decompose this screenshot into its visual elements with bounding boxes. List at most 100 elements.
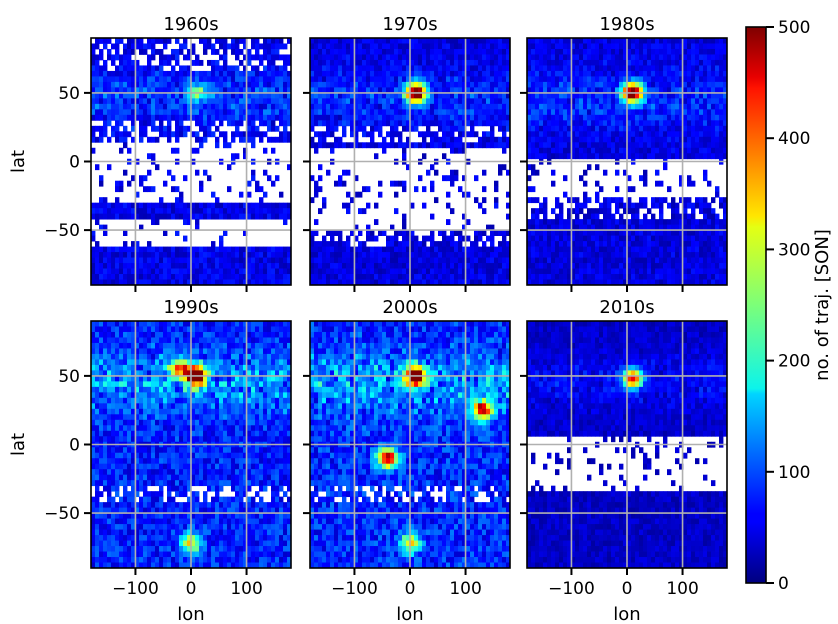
- heatmap-cell: [711, 125, 716, 132]
- heatmap-cell: [498, 263, 503, 269]
- heatmap-cell: [466, 103, 471, 110]
- heatmap-cell: [390, 81, 395, 88]
- heatmap-cell: [579, 263, 584, 269]
- heatmap-cell: [434, 136, 439, 143]
- heatmap-cell: [711, 241, 716, 247]
- heatmap-cell: [631, 246, 636, 253]
- heatmap-cell: [591, 246, 596, 253]
- heatmap-cell: [663, 235, 668, 242]
- heatmap-cell: [663, 274, 668, 280]
- heatmap-cell: [715, 186, 720, 193]
- heatmap-cell: [227, 246, 232, 253]
- heatmap-cell: [402, 142, 407, 149]
- heatmap-cell: [707, 54, 712, 61]
- heatmap-cell: [498, 65, 503, 72]
- heatmap-cell: [543, 246, 548, 253]
- heatmap-cell: [350, 120, 355, 127]
- heatmap-cell: [607, 235, 612, 242]
- heatmap-cell: [494, 120, 499, 127]
- heatmap-cell: [595, 87, 600, 94]
- heatmap-cell: [195, 321, 200, 327]
- heatmap-cell: [231, 263, 236, 269]
- heatmap-cell: [167, 331, 172, 338]
- heatmap-cell: [430, 213, 435, 220]
- heatmap-cell: [450, 59, 455, 66]
- heatmap-cell: [506, 103, 510, 110]
- heatmap-cell: [239, 274, 244, 280]
- heatmap-cell: [595, 147, 600, 154]
- heatmap-cell: [583, 241, 588, 247]
- heatmap-cell: [259, 98, 264, 105]
- heatmap-cell: [350, 65, 355, 72]
- heatmap-cell: [215, 59, 220, 66]
- heatmap-cell: [490, 76, 495, 83]
- heatmap-cell: [263, 87, 268, 94]
- heatmap-cell: [567, 81, 572, 88]
- heatmap-cell: [330, 142, 335, 149]
- heatmap-cell: [434, 252, 439, 258]
- heatmap-cell: [711, 70, 716, 77]
- heatmap-cell: [342, 125, 347, 132]
- heatmap-cell: [338, 92, 343, 99]
- heatmap-cell: [579, 142, 584, 149]
- heatmap-cell: [147, 103, 152, 110]
- heatmap-cell: [378, 191, 383, 198]
- heatmap-cell: [627, 81, 632, 88]
- heatmap-cell: [430, 48, 435, 55]
- heatmap-cell: [474, 131, 479, 138]
- heatmap-cell: [346, 98, 351, 105]
- heatmap-cell: [707, 38, 712, 44]
- heatmap-cell: [314, 81, 319, 88]
- heatmap-cell: [91, 331, 96, 338]
- heatmap-cell: [631, 224, 636, 231]
- heatmap-cell: [691, 59, 696, 66]
- heatmap-cell: [227, 164, 232, 171]
- heatmap-cell: [539, 70, 544, 77]
- heatmap-cell: [599, 186, 604, 193]
- heatmap-cell: [583, 76, 588, 83]
- heatmap-cell: [635, 246, 640, 253]
- heatmap-cell: [215, 65, 220, 72]
- heatmap-cell: [283, 92, 288, 99]
- heatmap-cell: [723, 109, 727, 116]
- heatmap-cell: [338, 241, 343, 247]
- heatmap-cell: [410, 109, 415, 116]
- heatmap-cell: [394, 76, 399, 83]
- heatmap-cell: [450, 54, 455, 61]
- heatmap-cell: [402, 76, 407, 83]
- heatmap-cell: [235, 109, 240, 116]
- heatmap-cell: [406, 279, 411, 285]
- heatmap-cell: [346, 109, 351, 116]
- heatmap-cell: [167, 202, 172, 209]
- heatmap-cell: [458, 125, 463, 132]
- heatmap-cell: [647, 142, 652, 149]
- heatmap-cell: [410, 202, 415, 209]
- heatmap-cell: [647, 81, 652, 88]
- heatmap-cell: [579, 103, 584, 110]
- heatmap-cell: [354, 191, 359, 198]
- heatmap-cell: [723, 263, 727, 269]
- heatmap-cell: [283, 263, 288, 269]
- heatmap-cell: [207, 252, 212, 258]
- heatmap-cell: [211, 279, 216, 285]
- heatmap-cell: [575, 136, 580, 143]
- heatmap-cell: [663, 120, 668, 127]
- heatmap-cell: [482, 65, 487, 72]
- heatmap-cell: [263, 103, 268, 110]
- heatmap-cell: [422, 279, 427, 285]
- heatmap-cell: [591, 98, 596, 105]
- heatmap-cell: [231, 331, 236, 338]
- heatmap-cell: [326, 169, 331, 176]
- heatmap-cell: [159, 263, 164, 269]
- heatmap-cell: [362, 241, 367, 247]
- heatmap-cell: [366, 279, 371, 285]
- heatmap-cell: [551, 246, 556, 253]
- heatmap-cell: [547, 224, 552, 231]
- heatmap-cell: [535, 136, 540, 143]
- heatmap-cell: [414, 125, 419, 132]
- heatmap-cell: [354, 175, 359, 182]
- heatmap-cell: [583, 202, 588, 209]
- heatmap-cell: [398, 92, 403, 99]
- heatmap-cell: [466, 114, 471, 121]
- heatmap-cell: [267, 326, 272, 333]
